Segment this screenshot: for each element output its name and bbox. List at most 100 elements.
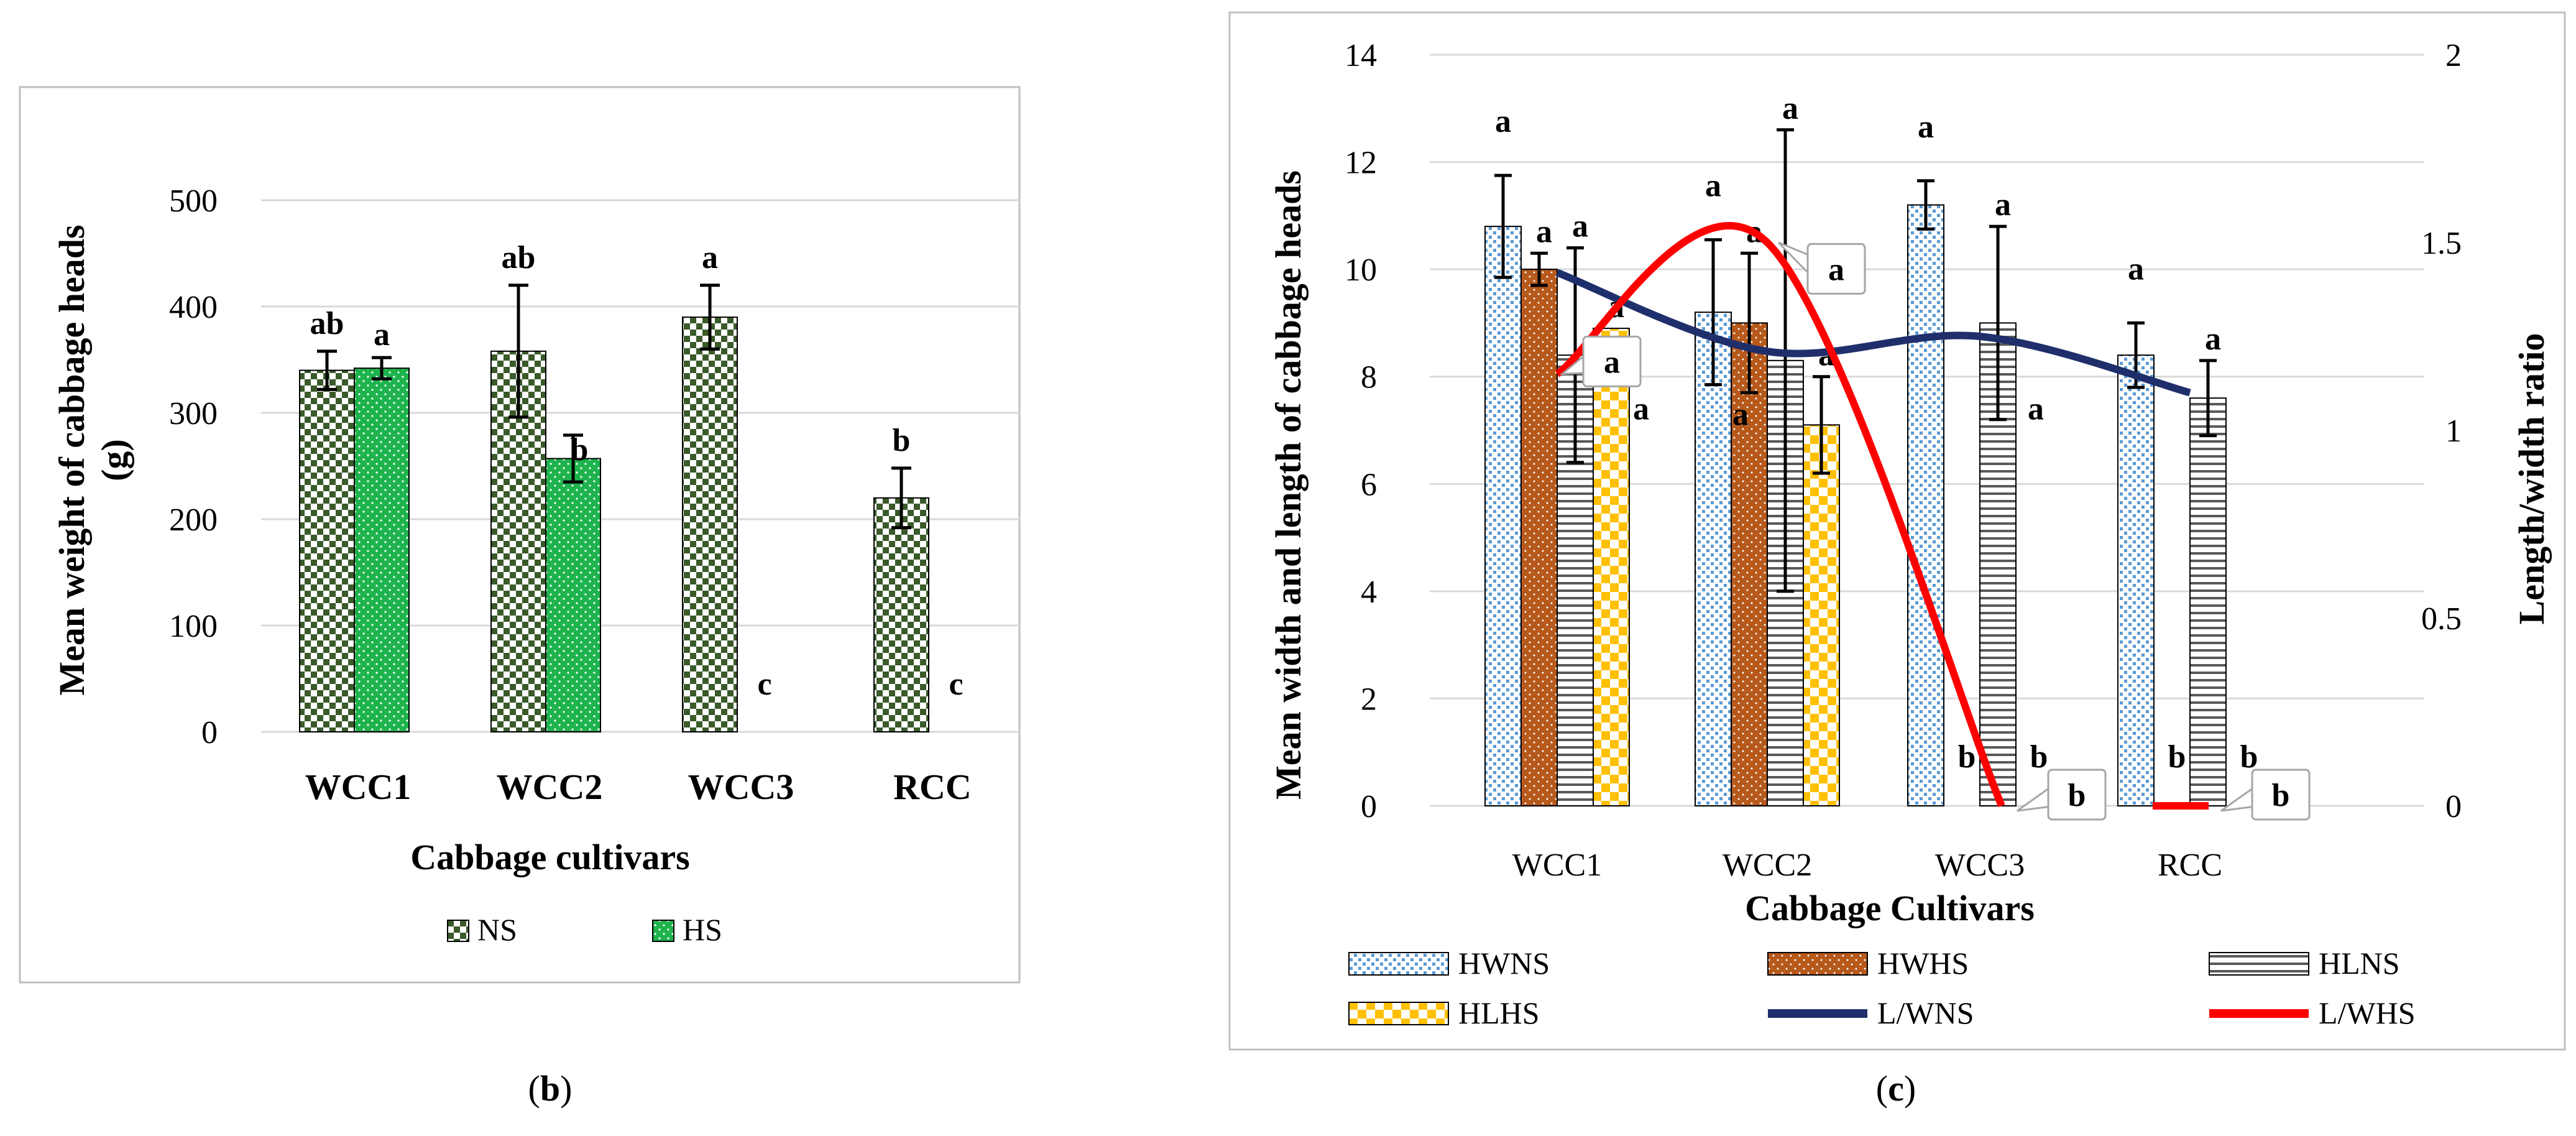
error-bar-hwhs-wcc1	[1530, 251, 1548, 287]
sig-letter-hlhs-rcc: b	[2240, 739, 2258, 775]
panel-c-y-tick-label: 8	[1361, 360, 1377, 395]
callout-label: a	[1559, 335, 1642, 387]
panel-b-y-tick-label: 100	[169, 609, 218, 644]
bar-hwhs-wcc2	[1731, 322, 1768, 806]
legend-label-lwns: L/WNS	[1877, 995, 1974, 1030]
error-bar-hlhs-wcc2	[1813, 375, 1830, 475]
svg-text:b: b	[2068, 778, 2086, 813]
bar-ns-wcc3	[682, 316, 738, 733]
panel-c-y-tick-label: 10	[1345, 252, 1377, 288]
sig-letter-hwns-wcc3: a	[1918, 109, 1934, 145]
sig-letter-hs-wcc2: b	[571, 432, 589, 468]
sig-letter-hwns-wcc1: a	[1495, 104, 1511, 139]
line-l-whs	[1555, 222, 2005, 808]
sig-letter-hlns-wcc1: a	[1572, 209, 1588, 244]
panel-c-y-tick-label-right: 0	[2445, 789, 2462, 824]
panel-c-x-axis-title: Cabbage Cultivars	[1745, 888, 2035, 928]
panel-c-x-tick-label: WCC2	[1723, 847, 1812, 883]
bar-hs-wcc1	[354, 367, 410, 732]
sig-letter-ns-wcc2: ab	[502, 240, 536, 275]
panel-b-y-tick-label: 300	[169, 396, 218, 432]
sig-letter-lower: a	[2028, 392, 2044, 427]
bar-hwhs-wcc1	[1520, 269, 1558, 806]
callout-label: b	[2017, 769, 2107, 821]
sig-letter-hlns-wcc2: a	[1782, 91, 1798, 126]
sig-letter-hwns-wcc2: a	[1705, 169, 1721, 204]
bar-ns-rcc	[873, 497, 929, 732]
panel-c-y-tick-label-right: 1	[2445, 413, 2462, 449]
panel-b-y-ticks: 0 100 200 300 400 500	[169, 183, 218, 750]
panel-c-y-tick-label-right: 0.5	[2421, 601, 2462, 637]
panel-b-caption: (b)	[528, 1068, 573, 1109]
panel-b-x-ticks: WCC1 WCC2 WCC3 RCC	[305, 767, 972, 807]
error-bar-hwhs-wcc2	[1741, 251, 1758, 395]
legend-label-ns: NS	[477, 912, 517, 947]
error-bar-hwns-wcc1	[1494, 173, 1512, 279]
panel-c-y-tick-label: 4	[1361, 575, 1377, 610]
panel-b-x-axis-title: Cabbage cultivars	[410, 837, 690, 877]
panel-c-callouts: aab b	[1559, 241, 2311, 821]
panel-c-x-tick-label: WCC1	[1512, 847, 1602, 883]
error-bar-ns-wcc1	[317, 349, 337, 391]
legend-swatch-hs	[652, 920, 674, 942]
legend-swatch-hwns	[1348, 952, 1449, 976]
error-bar-hwns-wcc3	[1917, 179, 1934, 231]
panel-c-y-tick-label: 0	[1361, 789, 1377, 824]
sig-letter-hwhs-wcc1: a	[1536, 214, 1552, 249]
panel-b-y-axis-title-line2: (g)	[94, 439, 134, 481]
error-bar-hs-wcc1	[372, 356, 392, 381]
panel-c-y-ticks-right: 0 0.5 1 1.5 2	[2421, 38, 2462, 824]
panel-b-x-tick-label: RCC	[893, 767, 972, 807]
panel-c-caption: (c)	[1876, 1068, 1916, 1109]
bar-hwns-wcc3	[1907, 204, 1944, 807]
line-l-wns	[1555, 269, 2191, 397]
sig-letter-hs-wcc3: c	[757, 667, 771, 702]
panel-b-y-tick-label: 400	[169, 290, 218, 325]
sig-letter-hlns-rcc: a	[2205, 321, 2221, 357]
sig-letter-ns-rcc: b	[893, 423, 911, 458]
panel-c-y-ticks-left: 0 2 4 6 8 10 12 14	[1345, 38, 1377, 824]
bar-hwns-rcc	[2117, 354, 2155, 806]
callout-label: b	[2220, 769, 2311, 821]
sig-letter-ns-wcc1: ab	[310, 306, 344, 341]
bar-hwns-wcc2	[1695, 312, 1732, 806]
panel-c-x-tick-label: WCC3	[1935, 847, 2025, 883]
sig-letter-hs-wcc1: a	[374, 317, 390, 353]
sig-letter-hwns-rcc: a	[2128, 251, 2144, 287]
legend-swatch-hlns	[2209, 952, 2309, 976]
error-bar-ns-wcc3	[700, 284, 720, 351]
panel-b-y-axis-title-line1: Mean weight of cabbage heads	[52, 224, 92, 695]
bar-hwns-wcc1	[1484, 226, 1522, 807]
panel-b-y-tick-label: 0	[201, 715, 218, 750]
sig-letter-ns-wcc3: a	[702, 240, 718, 275]
panel-b-x-tick-label: WCC1	[305, 767, 412, 807]
callout-label: a	[1777, 241, 1866, 295]
legend-label-hlhs: HLHS	[1458, 995, 1540, 1030]
error-bar-hlns-wcc2	[1777, 128, 1794, 593]
sig-letter-hwhs-wcc3: b	[1958, 739, 1976, 775]
sig-letter-lower: a	[1633, 392, 1649, 427]
error-bar-hwns-wcc2	[1704, 238, 1722, 387]
panel-c-x-ticks: WCC1 WCC2 WCC3 RCC	[1512, 847, 2222, 883]
error-bar-ns-wcc2	[508, 284, 528, 419]
error-bar-ns-rcc	[891, 466, 911, 530]
bar-hs-wcc2	[545, 458, 601, 733]
svg-text:a: a	[1828, 252, 1844, 287]
panel-c-y-tick-label-right: 1.5	[2421, 226, 2462, 261]
panel-b-x-tick-label: WCC2	[497, 767, 603, 807]
legend-swatch-hwhs	[1767, 952, 1868, 976]
panel-c-y-tick-label: 6	[1361, 467, 1377, 502]
panel-c-y-axis-title: Mean width and length of cabbage heads	[1268, 170, 1309, 800]
error-bar-hlns-rcc	[2199, 359, 2217, 438]
panel-c-lines	[1555, 222, 2209, 810]
panel-c-x-tick-label: RCC	[2158, 847, 2222, 883]
error-bar-hlns-wcc3	[1989, 224, 2007, 422]
legend-label-lwhs: L/WHS	[2319, 995, 2416, 1030]
panel-c-y-tick-label: 2	[1361, 681, 1377, 717]
legend-swatch-ns	[447, 920, 469, 942]
